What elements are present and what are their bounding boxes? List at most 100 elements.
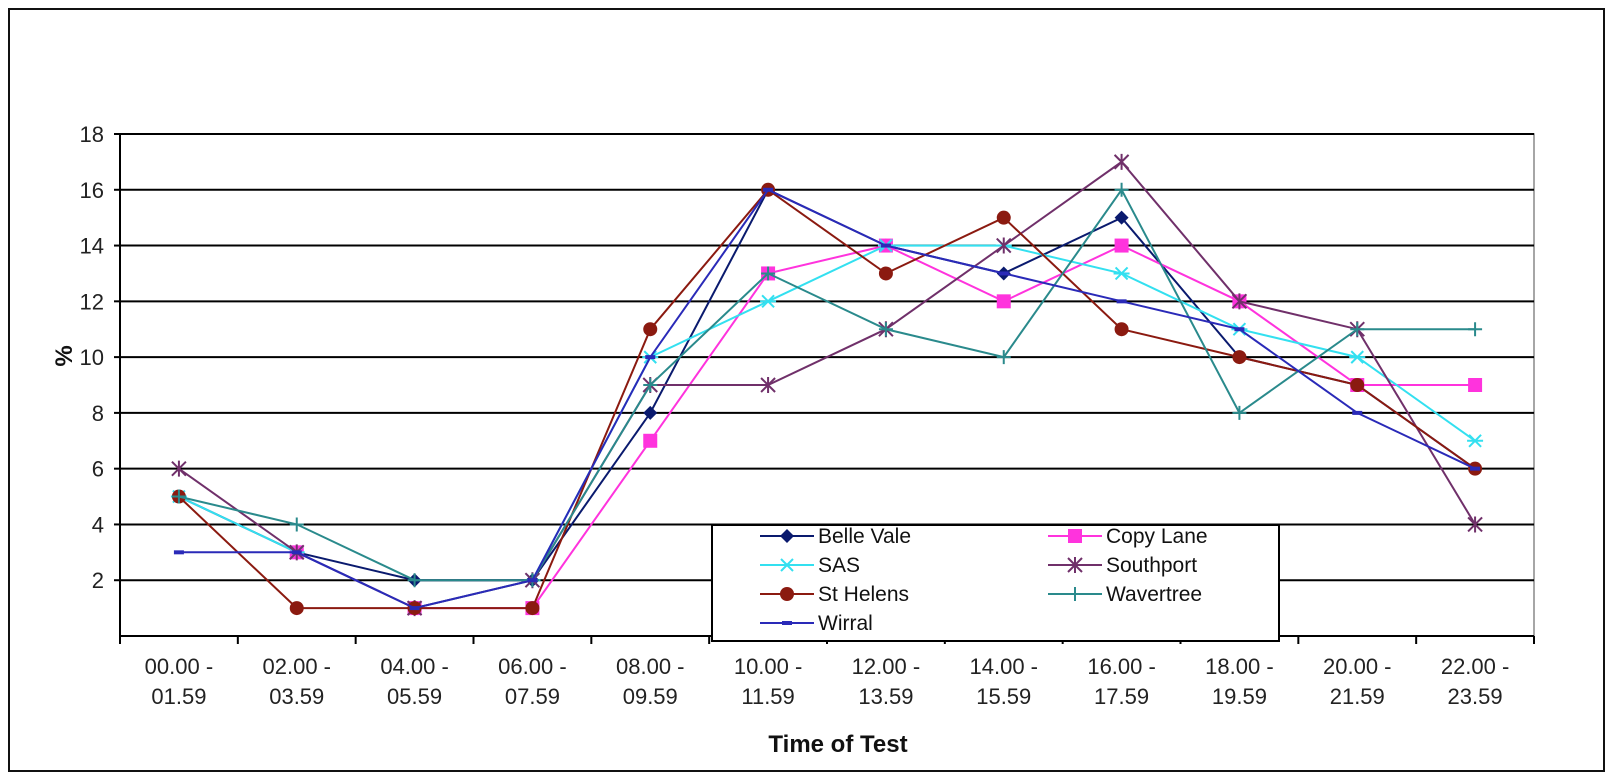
data-point (171, 489, 186, 504)
legend-marker (780, 529, 794, 543)
data-point (1113, 153, 1130, 170)
x-tick-label-line: 04.00 - (380, 654, 449, 679)
marker-shape (878, 266, 893, 281)
x-tick-label: 18.00 - 19.59 (1205, 654, 1274, 709)
marker-shape (1350, 322, 1365, 337)
marker-shape (880, 243, 891, 248)
series-wirral (173, 187, 1481, 611)
y-tick-label: 4 (92, 512, 104, 537)
marker-shape (780, 587, 794, 601)
legend: Belle Vale Copy Lane SAS Southport St Helens… (711, 524, 1280, 642)
data-point (289, 517, 304, 532)
marker-shape (1468, 378, 1483, 392)
marker-shape (1114, 322, 1129, 337)
data-point (1113, 266, 1130, 281)
marker-shape (643, 433, 658, 448)
marker-shape (1114, 238, 1129, 253)
x-tick-label-line: 14.00 - (970, 654, 1039, 679)
y-tick-label: 18 (80, 122, 104, 147)
legend-marker (1068, 529, 1082, 543)
marker-shape (527, 578, 538, 583)
data-point (1350, 378, 1365, 392)
series-lines (170, 153, 1484, 617)
data-point (643, 378, 658, 392)
marker-shape (289, 601, 304, 616)
x-tick-label-line: 16.00 - (1087, 654, 1156, 679)
marker-shape (171, 460, 187, 477)
legend-marker (1068, 587, 1082, 601)
y-tick-label: 6 (92, 457, 104, 482)
data-point (1231, 293, 1248, 310)
marker-shape (407, 573, 422, 588)
marker-shape (1113, 266, 1130, 281)
x-tick-label-line: 17.59 (1094, 684, 1149, 709)
data-point (643, 433, 658, 448)
marker-shape (1467, 516, 1483, 533)
marker-shape (1349, 350, 1366, 364)
marker-shape (1067, 557, 1083, 573)
data-point (763, 187, 774, 192)
data-point (643, 405, 658, 420)
data-point (1232, 405, 1247, 420)
x-tick-label-line: 19.59 (1212, 684, 1267, 709)
legend-marker (782, 621, 792, 625)
legend-box (711, 524, 1280, 642)
x-tick-label-line: 23.59 (1448, 684, 1503, 709)
x-tick-label-line: 18.00 - (1205, 654, 1274, 679)
legend-label: Wirral (818, 612, 873, 635)
y-tick-label: 8 (92, 401, 104, 426)
marker-shape (409, 606, 420, 611)
legend-entry: St Helens (760, 583, 909, 606)
legend-label: St Helens (818, 583, 909, 606)
data-point (409, 606, 420, 611)
x-tick-label: 10.00 - 11.59 (734, 654, 803, 709)
data-point (289, 601, 304, 616)
x-tick-label-line: 00.00 - (145, 654, 214, 679)
legend-marker (780, 587, 794, 601)
marker-shape (643, 405, 658, 420)
data-point (996, 350, 1011, 365)
legend-label: Wavertree (1106, 583, 1202, 606)
data-point (527, 578, 538, 583)
marker-shape (289, 517, 304, 532)
marker-shape (1114, 210, 1129, 225)
series-line (178, 188, 1476, 610)
legend-label: Belle Vale (818, 525, 911, 548)
x-tick-label-line: 05.59 (387, 684, 442, 709)
data-point (1232, 350, 1247, 365)
marker-shape (878, 322, 893, 337)
data-point (1468, 378, 1483, 392)
data-point (1349, 350, 1366, 364)
y-tick-label: 14 (80, 234, 104, 259)
legend-label: SAS (818, 554, 860, 577)
legend-entry: Wirral (760, 612, 873, 635)
marker-shape (779, 558, 795, 572)
x-tick-label: 16.00 - 17.59 (1087, 654, 1156, 709)
data-point (760, 377, 776, 393)
x-tick-label-line: 01.59 (151, 684, 206, 709)
data-point (645, 355, 656, 360)
legend-label: Copy Lane (1106, 525, 1208, 548)
line-chart: 2 4 6 8 10 12 14 16 18 00.00 - 01.59 02.00 - 03.59 04… (51, 122, 1535, 758)
data-point (1350, 322, 1365, 337)
data-point (407, 573, 422, 588)
marker-shape (996, 210, 1011, 225)
data-point (173, 550, 184, 555)
x-tick-label-line: 21.59 (1330, 684, 1385, 709)
data-point (998, 271, 1009, 276)
data-point (1114, 238, 1129, 253)
marker-shape (1352, 410, 1363, 415)
x-tick-label: 06.00 - 07.59 (498, 654, 567, 709)
marker-shape (173, 550, 184, 555)
marker-shape (1116, 299, 1127, 304)
series-st-helens (171, 182, 1483, 616)
legend-marker (1067, 557, 1083, 573)
x-tick-label-line: 03.59 (269, 684, 324, 709)
series-line (178, 188, 1476, 610)
x-tick-label-line: 10.00 - (734, 654, 803, 679)
x-tick-label: 14.00 - 15.59 (970, 654, 1039, 709)
data-point (1470, 466, 1481, 471)
data-point (760, 294, 777, 309)
marker-shape (1232, 405, 1247, 420)
x-tick-label: 00.00 - 01.59 (145, 654, 214, 709)
